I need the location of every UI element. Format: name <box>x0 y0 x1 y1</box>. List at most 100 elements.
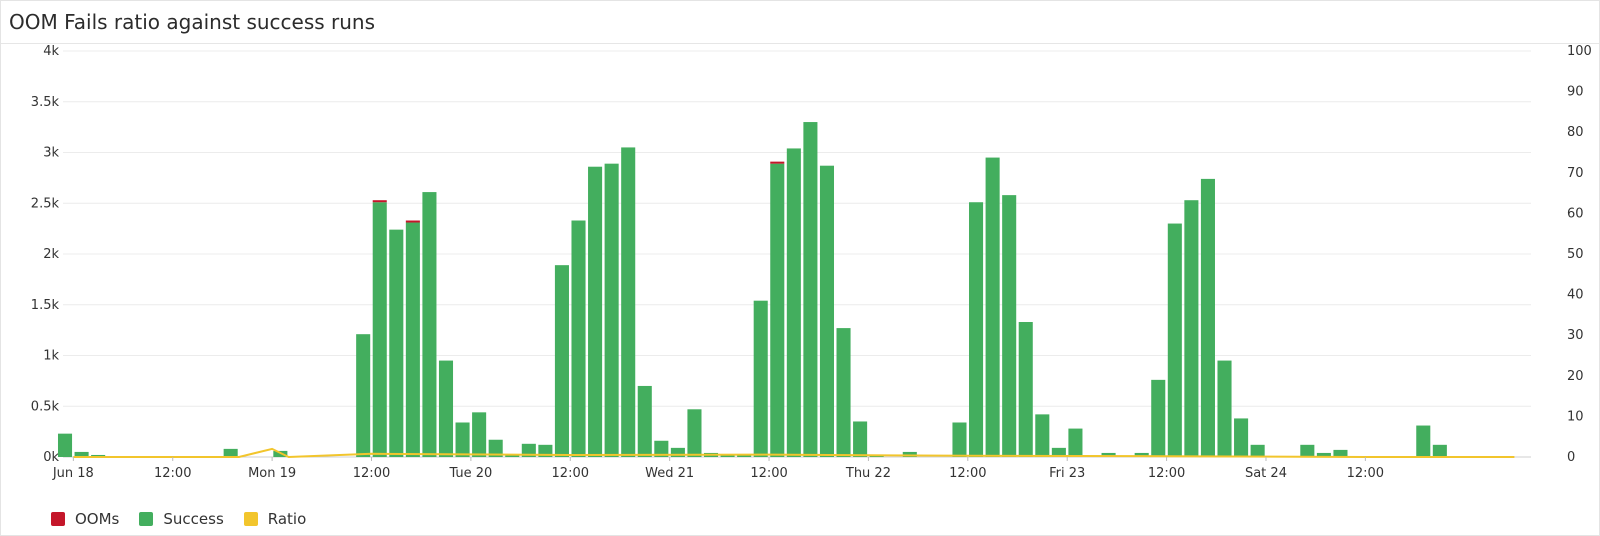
bar-success <box>737 454 752 457</box>
y-axis-left-tick: 3.5k <box>31 95 60 110</box>
y-axis-left-tick: 2.5k <box>31 196 60 211</box>
bar-success <box>1432 444 1447 457</box>
x-axis-tick-label: 12:00 <box>1148 466 1185 481</box>
bar-success <box>1151 379 1166 457</box>
bar-success <box>637 385 652 457</box>
bar-success <box>1035 414 1050 457</box>
bar-success <box>1018 322 1033 457</box>
x-axis-tick-label: 12:00 <box>750 466 787 481</box>
y-axis-left-tick: 0.5k <box>31 399 60 414</box>
bar-success <box>604 163 619 458</box>
x-axis-tick-label: Sat 24 <box>1245 466 1287 481</box>
legend-swatch-success <box>139 512 154 526</box>
bar-success <box>1300 444 1315 457</box>
legend: OOMs Success Ratio <box>51 510 326 528</box>
legend-label-ooms: OOMs <box>75 510 120 528</box>
bar-success <box>455 422 470 457</box>
bar-success <box>389 229 404 457</box>
legend-label-success: Success <box>163 510 224 528</box>
x-axis-tick-label: 12:00 <box>353 466 390 481</box>
bar-success <box>803 122 818 458</box>
bar-success <box>1068 428 1083 457</box>
bar-success <box>687 409 702 457</box>
legend-swatch-ooms <box>51 512 65 526</box>
x-axis-tick-label: Fri 23 <box>1049 466 1085 481</box>
y-axis-left-tick: 3k <box>43 146 59 161</box>
bar-success <box>405 222 420 457</box>
y-axis-right-tick: 40 <box>1567 288 1584 303</box>
bar-success <box>819 165 835 457</box>
bar-success <box>1333 449 1348 457</box>
y-axis-left-tick: 4k <box>43 44 59 59</box>
y-axis-left-tick: 1.5k <box>31 298 60 313</box>
bar-success <box>969 202 984 457</box>
bar-success <box>720 454 735 457</box>
y-axis-right-tick: 100 <box>1567 44 1592 59</box>
x-axis-tick-label: 12:00 <box>949 466 986 481</box>
bar-success <box>952 422 967 457</box>
bar-success <box>1316 452 1331 457</box>
x-axis-tick-label: Mon 19 <box>248 466 296 481</box>
bar-success <box>571 220 586 457</box>
bar-success <box>554 265 569 457</box>
legend-label-ratio: Ratio <box>267 510 307 528</box>
bar-success <box>57 433 73 457</box>
bar-success <box>223 448 238 457</box>
bar-success <box>770 163 785 458</box>
legend-item-ooms[interactable]: OOMs <box>51 510 119 528</box>
x-axis-tick-label: 12:00 <box>154 466 191 481</box>
bar-success <box>438 360 454 457</box>
bar-success <box>1184 200 1199 457</box>
bar-success <box>1200 178 1215 457</box>
legend-swatch-ratio <box>243 512 258 526</box>
bar-success <box>1051 447 1066 457</box>
y-axis-right-tick: 0 <box>1567 450 1575 465</box>
oom-ratio-chart: 0k 0.5k 1k 1.5k 2k 2.5k 3k 3.5k 4k 0 10 20 30 40 50 60 7… <box>31 44 1592 481</box>
bar-success <box>505 454 520 457</box>
bar-success <box>488 439 503 457</box>
x-axis-tick-label: 12:00 <box>1347 466 1384 481</box>
bar-success <box>836 328 851 457</box>
y-axis-left-tick: 1k <box>43 349 59 364</box>
bar-success <box>985 157 1000 457</box>
bar-success <box>1002 195 1017 457</box>
bar-success <box>372 202 387 457</box>
bar-success <box>670 447 685 457</box>
bar-success <box>1101 452 1116 457</box>
bar-success <box>786 148 801 457</box>
y-axis-right-tick: 30 <box>1567 328 1584 343</box>
x-axis-tick-label: 12:00 <box>552 466 589 481</box>
panel-title: OOM Fails ratio against success runs <box>9 10 376 34</box>
y-axis-right-tick: 10 <box>1567 409 1584 424</box>
legend-item-ratio[interactable]: Ratio <box>243 510 307 528</box>
y-axis-right-tick: 20 <box>1567 369 1584 384</box>
bar-success <box>472 412 487 457</box>
bar-success <box>1416 425 1431 457</box>
y-axis-left-tick: 2k <box>43 247 59 262</box>
bar-ooms <box>770 161 785 164</box>
bar-success <box>588 166 603 457</box>
bar-ooms <box>372 200 387 203</box>
bar-success <box>853 421 868 457</box>
ratio-line <box>73 447 1515 459</box>
y-axis-right-tick: 60 <box>1567 206 1584 221</box>
bar-success <box>654 440 669 457</box>
bar-success <box>621 147 636 458</box>
y-axis-right-tick: 90 <box>1567 85 1584 100</box>
y-axis-left-tick: 0k <box>43 450 59 465</box>
panel-header: OOM Fails ratio against success runs <box>1 1 1599 44</box>
bar-success <box>753 300 768 457</box>
x-axis-tick-label: Thu 22 <box>845 466 891 481</box>
bar-success <box>1217 360 1232 457</box>
bar-ooms <box>405 220 420 223</box>
bar-success <box>356 334 371 457</box>
x-axis-tick-label: Tue 20 <box>448 466 492 481</box>
bar-success <box>521 443 536 457</box>
bar-success <box>74 451 89 457</box>
y-axis-right-tick: 70 <box>1567 166 1584 181</box>
legend-item-success[interactable]: Success <box>139 510 224 528</box>
x-axis-tick-label: Wed 21 <box>645 466 694 481</box>
bar-success <box>422 192 437 457</box>
bar-success <box>1167 223 1182 457</box>
